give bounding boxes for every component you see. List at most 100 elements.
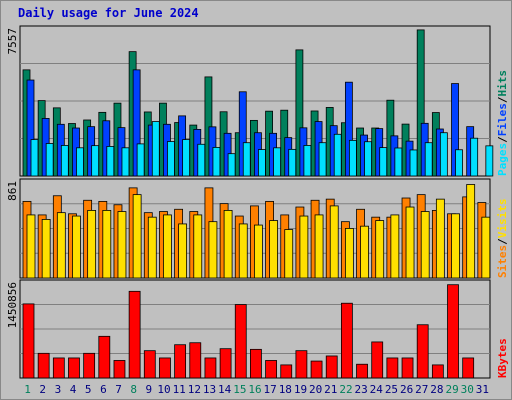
- day-label-9: 9: [146, 383, 153, 396]
- bar-pages-day-1: [30, 139, 39, 177]
- bar-pages-day-28: [439, 132, 448, 177]
- bar-sites-day-29: [451, 213, 460, 279]
- bar-pages-day-29: [455, 149, 463, 177]
- bar-kbytes-day-13: [204, 357, 217, 379]
- bar-sites-day-14: [223, 210, 233, 279]
- bar-kbytes-day-6: [98, 335, 111, 379]
- bar-pages-day-22: [348, 139, 357, 177]
- bar-kbytes-day-11: [174, 344, 187, 379]
- bar-sites-day-2: [41, 219, 51, 279]
- bar-sites-day-23: [360, 225, 369, 279]
- day-label-17: 17: [264, 383, 277, 396]
- bar-sites-day-5: [87, 210, 97, 279]
- day-label-7: 7: [115, 383, 122, 396]
- bar-kbytes-day-25: [386, 357, 399, 379]
- day-label-20: 20: [309, 383, 322, 396]
- day-label-15: 15: [233, 383, 246, 396]
- bar-kbytes-day-14: [219, 348, 232, 379]
- bar-pages-day-11: [182, 139, 191, 177]
- bar-kbytes-day-10: [159, 357, 171, 379]
- day-label-10: 10: [157, 383, 170, 396]
- day-label-18: 18: [279, 383, 292, 396]
- bar-pages-day-3: [60, 145, 69, 177]
- day-label-19: 19: [294, 383, 307, 396]
- legend-item: Files: [496, 103, 509, 136]
- day-label-28: 28: [430, 383, 443, 396]
- day-label-1: 1: [24, 383, 31, 396]
- bar-kbytes-day-16: [250, 348, 262, 379]
- day-label-23: 23: [355, 383, 368, 396]
- bar-sites-day-8: [132, 194, 142, 279]
- day-label-6: 6: [100, 383, 107, 396]
- bar-kbytes-day-15: [234, 304, 247, 379]
- bar-files-day-22: [344, 81, 353, 177]
- day-label-31: 31: [476, 383, 489, 396]
- legend-item: /: [496, 96, 509, 103]
- day-label-24: 24: [370, 383, 384, 396]
- day-label-21: 21: [324, 383, 337, 396]
- bar-sites-day-26: [405, 206, 415, 279]
- legend-visits-sites: Sites/Visits: [496, 199, 509, 279]
- day-label-12: 12: [188, 383, 201, 396]
- bar-sites-day-17: [269, 220, 278, 279]
- bar-pages-day-9: [151, 121, 160, 177]
- bar-pages-day-15: [242, 142, 251, 177]
- bar-pages-day-14: [227, 153, 236, 177]
- day-label-11: 11: [173, 383, 186, 396]
- bar-pages-day-6: [106, 146, 115, 177]
- bar-kbytes-day-24: [371, 341, 384, 379]
- bar-kbytes-day-2: [37, 352, 50, 379]
- bar-pages-day-31: [485, 145, 494, 177]
- day-label-29: 29: [445, 383, 458, 396]
- day-label-8: 8: [130, 383, 137, 396]
- day-label-4: 4: [70, 383, 77, 396]
- bar-sites-day-28: [435, 198, 445, 279]
- chart-title: Daily usage for June 2024: [18, 6, 199, 20]
- max-label-kbytes: 1450856: [6, 282, 19, 328]
- bar-sites-day-10: [163, 214, 172, 279]
- bar-sites-day-6: [102, 210, 112, 279]
- legend-item: /: [496, 238, 509, 245]
- bar-sites-day-27: [420, 211, 430, 279]
- bar-pages-day-25: [394, 147, 403, 177]
- bar-files-day-8: [132, 69, 141, 177]
- legend-item: Hits: [496, 70, 509, 97]
- bar-pages-day-16: [258, 149, 266, 177]
- bar-files-day-1: [26, 79, 35, 177]
- bar-files-day-29: [451, 83, 459, 177]
- bar-kbytes-day-8: [128, 290, 141, 379]
- bar-sites-day-7: [117, 211, 127, 279]
- bar-sites-day-1: [26, 214, 36, 279]
- bar-kbytes-day-29: [447, 284, 459, 379]
- bar-pages-day-20: [318, 142, 327, 177]
- legend-item: /: [496, 136, 509, 143]
- bar-pages-day-18: [288, 148, 297, 177]
- bar-kbytes-day-26: [401, 357, 414, 379]
- bar-pages-day-19: [303, 145, 312, 177]
- bar-pages-day-12: [197, 143, 206, 177]
- bar-kbytes-day-20: [310, 360, 323, 379]
- bar-sites-day-9: [147, 216, 157, 279]
- day-label-5: 5: [85, 383, 92, 396]
- bar-kbytes-day-7: [113, 360, 126, 379]
- legend-hits-files-pages: Pages/Files/Hits: [496, 70, 509, 176]
- bar-pages-day-21: [333, 133, 342, 177]
- bar-pages-day-13: [212, 147, 221, 177]
- bar-kbytes-day-18: [280, 364, 293, 379]
- bar-files-day-15: [238, 91, 247, 177]
- bar-sites-day-25: [390, 214, 400, 279]
- bar-pages-day-8: [136, 143, 145, 177]
- day-label-3: 3: [55, 383, 62, 396]
- bar-kbytes-day-12: [189, 342, 202, 379]
- bar-kbytes-day-27: [416, 324, 429, 379]
- bar-pages-day-7: [121, 147, 130, 177]
- bar-sites-day-31: [481, 216, 491, 279]
- bar-sites-day-4: [72, 215, 81, 279]
- bar-pages-day-4: [76, 147, 84, 177]
- legend-item: KBytes: [496, 338, 509, 378]
- bar-pages-day-26: [409, 149, 418, 177]
- bar-pages-day-2: [45, 143, 54, 177]
- legend-kbytes: KBytes: [496, 338, 509, 378]
- bar-kbytes-day-30: [462, 357, 475, 379]
- bar-kbytes-day-4: [68, 357, 80, 379]
